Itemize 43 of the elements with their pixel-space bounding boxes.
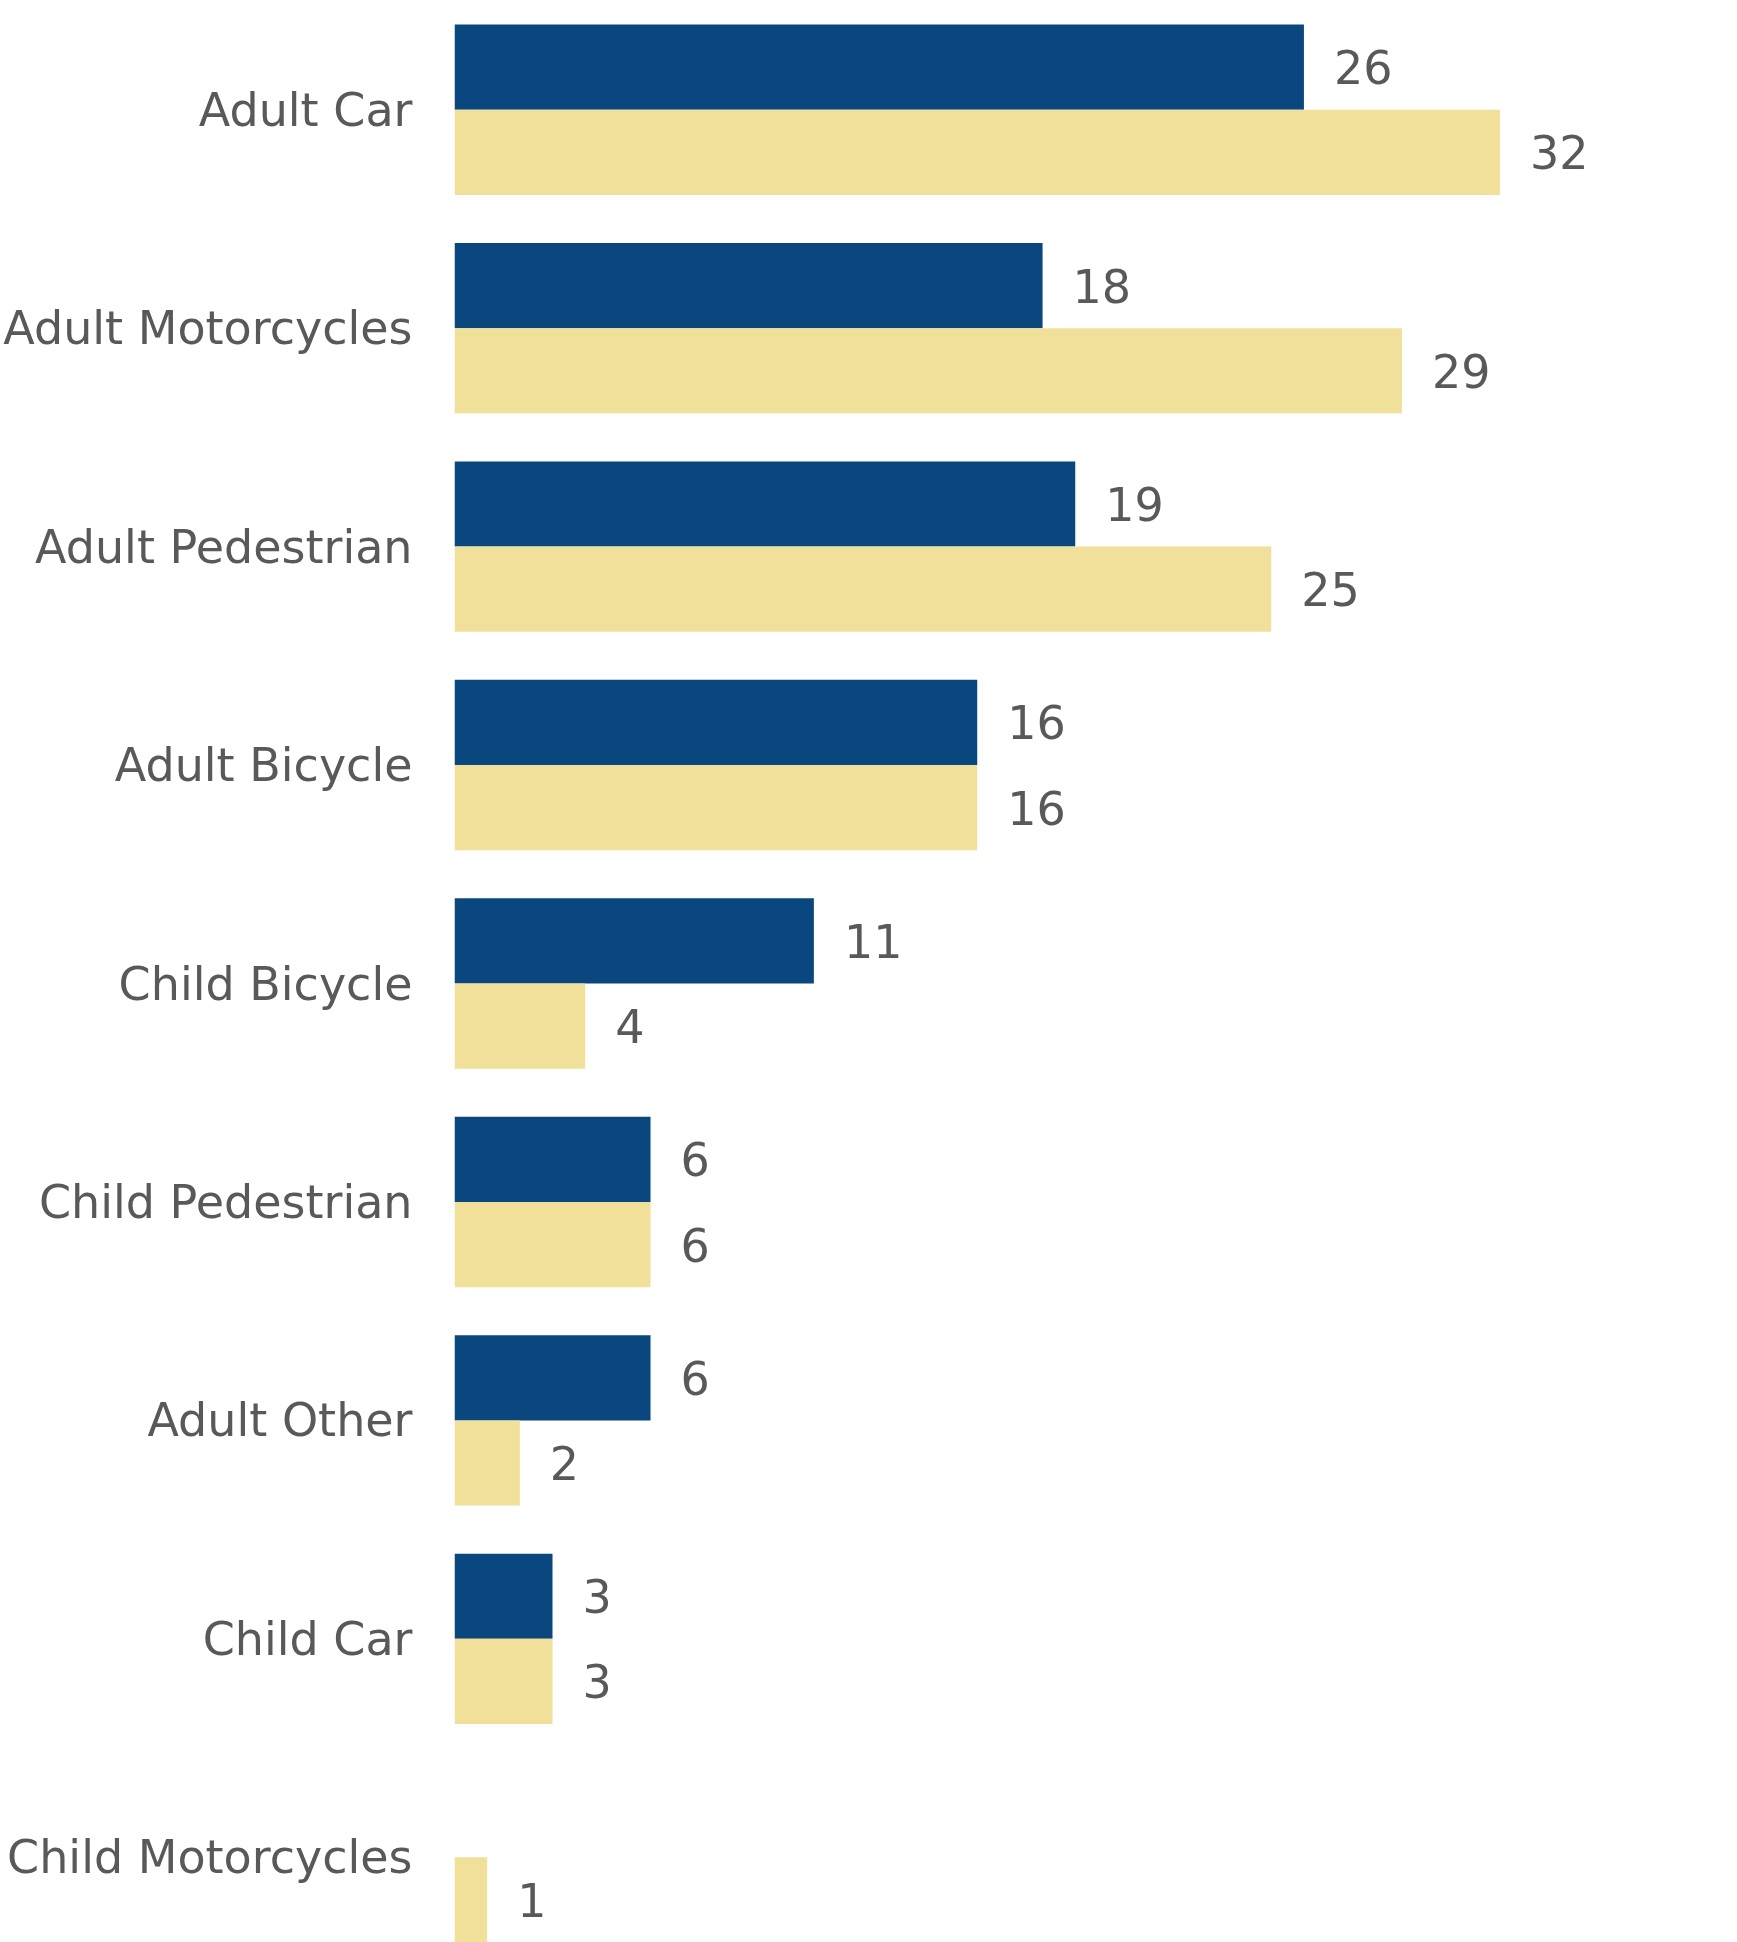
bar bbox=[454, 1201, 651, 1288]
bar bbox=[454, 1857, 488, 1942]
bar bbox=[454, 765, 978, 851]
bar bbox=[454, 1420, 520, 1506]
bar bbox=[454, 242, 1043, 329]
data-label: 16 bbox=[1007, 696, 1066, 751]
data-label: 29 bbox=[1431, 344, 1491, 399]
bar bbox=[454, 546, 1272, 632]
data-label: 32 bbox=[1529, 126, 1589, 181]
data-label: 18 bbox=[1072, 259, 1132, 314]
data-label: 1 bbox=[517, 1873, 547, 1928]
data-label: 19 bbox=[1105, 478, 1164, 533]
y-tick-label: Adult Bicycle bbox=[114, 738, 413, 793]
bar bbox=[454, 679, 978, 766]
y-tick-label: Child Pedestrian bbox=[38, 1174, 413, 1229]
y-tick-label: Adult Motorcycles bbox=[3, 301, 413, 356]
bar bbox=[454, 1638, 553, 1725]
data-label: 11 bbox=[843, 914, 903, 969]
data-label: 3 bbox=[582, 1655, 612, 1710]
data-label: 6 bbox=[680, 1351, 710, 1406]
bar bbox=[454, 328, 1402, 414]
bar bbox=[454, 1116, 651, 1202]
data-label: 26 bbox=[1333, 41, 1393, 96]
data-label: 2 bbox=[549, 1437, 580, 1492]
bar bbox=[454, 461, 1076, 547]
y-tick-label: Adult Car bbox=[198, 82, 413, 137]
bar bbox=[454, 1553, 553, 1639]
data-label: 16 bbox=[1007, 781, 1066, 836]
bar bbox=[454, 983, 586, 1069]
data-label: 25 bbox=[1301, 563, 1360, 618]
bar bbox=[454, 109, 1500, 195]
y-tick-label: Adult Pedestrian bbox=[35, 519, 413, 574]
bar bbox=[454, 898, 814, 984]
bar bbox=[454, 24, 1304, 110]
data-label: 4 bbox=[615, 1000, 645, 1055]
data-label: 6 bbox=[680, 1218, 710, 1273]
y-tick-label: Child Motorcycles bbox=[7, 1830, 413, 1885]
y-tick-label: Adult Other bbox=[147, 1393, 413, 1448]
y-tick-label: Child Car bbox=[202, 1611, 413, 1666]
y-tick-label: Child Bicycle bbox=[118, 956, 413, 1011]
data-label: 3 bbox=[582, 1570, 612, 1625]
data-label: 6 bbox=[680, 1133, 710, 1188]
bar bbox=[454, 1335, 651, 1421]
